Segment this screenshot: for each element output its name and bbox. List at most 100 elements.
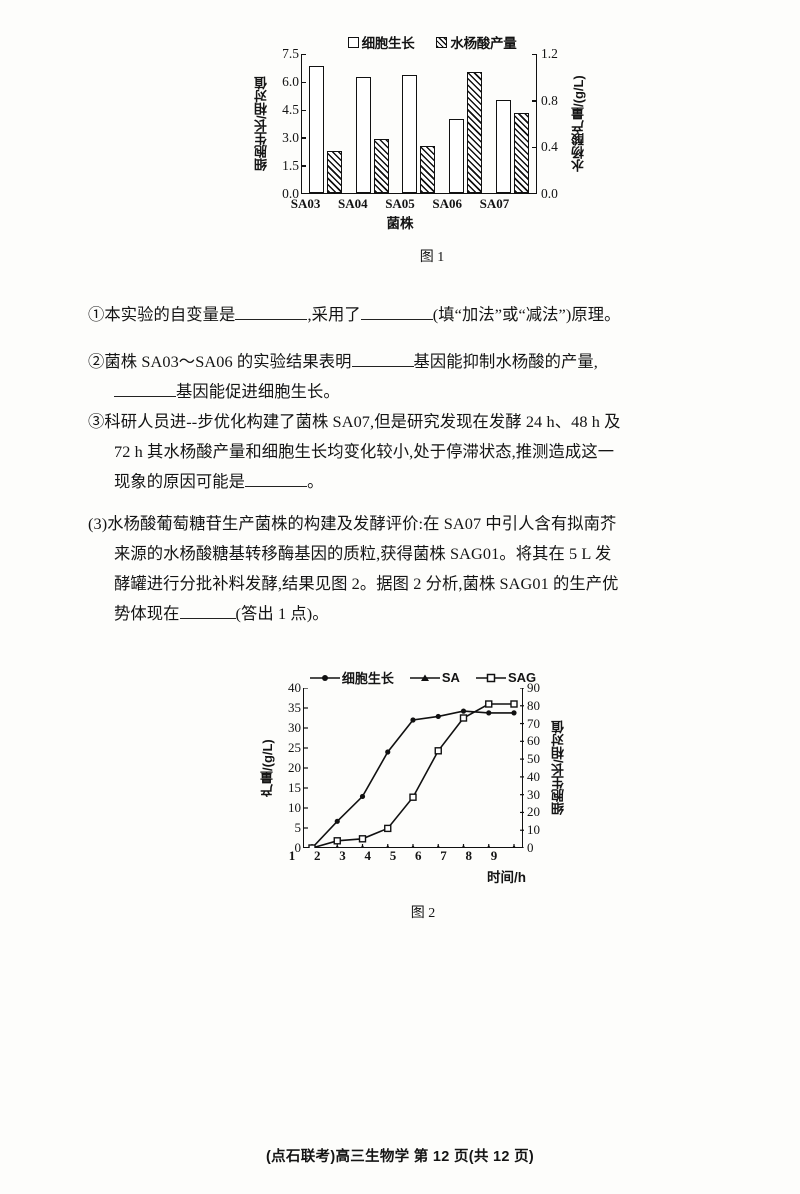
bar-sa-yield bbox=[326, 151, 342, 193]
data-point bbox=[510, 700, 518, 708]
legend-label: 水杨酸产量 bbox=[450, 36, 517, 51]
item3-text-c: 现象的原因可能是 bbox=[114, 471, 246, 491]
x-tick-label: 3 bbox=[339, 848, 346, 863]
figure-2-series-svg bbox=[304, 687, 524, 852]
question-body: ①本实验的自变量是 ,采用了 (填“加法”或“减法”)原理。 ②菌株 SA03～SA… bbox=[88, 284, 720, 629]
x-tick-label: 8 bbox=[465, 848, 473, 863]
x-tick-label: SA04 bbox=[337, 196, 368, 211]
figure-1-y-right-title: 水杨酸产量/(g/L) bbox=[571, 75, 586, 173]
series-line-SAG bbox=[311, 703, 514, 849]
data-point bbox=[334, 818, 340, 824]
question-item-2-cont: 基因能促进细胞生长。 bbox=[88, 377, 720, 407]
data-point bbox=[434, 747, 442, 755]
x-tick-label: SA07 bbox=[479, 196, 510, 211]
item2-text-b: 基因能抑制水杨酸的产量, bbox=[413, 351, 598, 371]
figure-2-y-left-ticks: 0 5 10 15 20 25 30 35 40 bbox=[277, 680, 303, 855]
bar-sa-yield bbox=[420, 146, 436, 193]
answer-blank[interactable] bbox=[245, 485, 308, 487]
bar-cell-growth bbox=[308, 66, 324, 193]
question-item-4: (3)水杨酸葡萄糖苷生产菌株的构建及发酵评价:在 SA07 中引人含有拟南芥 bbox=[88, 509, 720, 539]
question-item-3: ③科研人员进--步优化构建了菌株 SA07,但是研究发现在发酵 24 h、48 … bbox=[88, 407, 720, 437]
item2-text-a: ②菌株 SA03～SA06 的实验结果表明 bbox=[88, 351, 352, 371]
figure-1-x-title: 菌株 bbox=[386, 216, 414, 231]
ytick-right: 0 bbox=[527, 840, 534, 855]
ytick: 0.0 bbox=[282, 186, 299, 201]
x-tick-label: SA03 bbox=[290, 196, 321, 211]
bar-group bbox=[489, 99, 536, 193]
figure-2-y-right-title: 细胞生长/相对值 bbox=[551, 720, 566, 816]
answer-blank[interactable] bbox=[114, 395, 176, 397]
x-tick-label: SA06 bbox=[432, 196, 463, 211]
answer-blank[interactable] bbox=[179, 617, 236, 619]
ytick-right: 80 bbox=[527, 697, 540, 713]
answer-blank[interactable] bbox=[351, 365, 414, 367]
data-point bbox=[333, 837, 341, 845]
open-square-icon bbox=[347, 36, 359, 48]
item3-text-d: 。 bbox=[307, 471, 324, 491]
ytick-right: 60 bbox=[527, 733, 540, 749]
ytick-right: 90 bbox=[527, 680, 540, 695]
legend-label: 细胞生长 bbox=[341, 671, 394, 686]
question-item-3-line3: 现象的原因可能是 。 bbox=[88, 467, 720, 497]
ytick-right: 20 bbox=[527, 804, 540, 820]
legend-item-sa-yield: 水杨酸产量 bbox=[436, 32, 517, 52]
ytick: 4.5 bbox=[282, 102, 299, 117]
data-point bbox=[511, 710, 517, 716]
figure-1-y-left-ticks: 7.5 6.0 4.5 3.0 1.5 0.0 bbox=[271, 46, 301, 201]
item1-text-c: (填“加法”或“减法”)原理。 bbox=[432, 305, 621, 325]
ytick-right: 50 bbox=[527, 751, 540, 767]
question-item-2: ②菌株 SA03～SA06 的实验结果表明 基因能抑制水杨酸的产量, bbox=[88, 347, 720, 377]
x-tick-label: 4 bbox=[364, 848, 372, 863]
ytick-right: 0.0 bbox=[541, 186, 558, 201]
figure-2-caption: 图 2 bbox=[410, 906, 436, 921]
data-point bbox=[459, 714, 468, 722]
figure-2-x-title: 时间/h bbox=[487, 870, 526, 885]
figure-1-plot-row: 细胞生长/相对值 7.5 6.0 4.5 3.0 1.5 0.0 1.2 0.8 bbox=[252, 46, 612, 201]
data-point bbox=[385, 749, 391, 755]
question-item-4-line2: 来源的水杨酸糖基转移酶基因的质粒,获得菌株 SAG01。将其在 5 L 发 bbox=[88, 539, 720, 569]
bar-group bbox=[442, 71, 489, 193]
figure-1-y-right-ticks: 1.2 0.8 0.4 0.0 bbox=[537, 46, 569, 201]
bar-cell-growth bbox=[449, 119, 465, 193]
bar-cell-growth bbox=[402, 75, 418, 193]
ytick: 1.5 bbox=[282, 158, 299, 173]
answer-blank[interactable] bbox=[360, 319, 433, 321]
item1-text-a: ①本实验的自变量是 bbox=[88, 305, 236, 325]
bar-group bbox=[349, 77, 396, 193]
data-point bbox=[460, 708, 467, 714]
question-item-4-line4: 势体现在 (答出 1 点)。 bbox=[88, 599, 720, 629]
bar-group bbox=[302, 66, 349, 193]
bar-group bbox=[396, 75, 443, 193]
answer-blank[interactable] bbox=[235, 319, 308, 321]
data-point bbox=[384, 824, 392, 833]
data-point bbox=[359, 793, 366, 800]
open-square-line-icon bbox=[475, 673, 506, 683]
figure-2-y-left-title: 产量/(g/L) bbox=[260, 739, 275, 797]
figure-2: 细胞生长 SA SAG 产量/(g/L) 0 5 10 15 20 25 30 35 40 bbox=[258, 668, 588, 922]
figure-2-x-labels: 1 2 3 4 5 6 7 8 9 bbox=[284, 848, 504, 866]
item2-text-c: 基因能促进细胞生长。 bbox=[176, 381, 340, 401]
bar-cell-growth bbox=[496, 99, 512, 193]
x-tick-label: 1 bbox=[288, 848, 296, 863]
ytick: 3.0 bbox=[282, 130, 299, 145]
item3-text-b: 72 h 其水杨酸产量和细胞生长均变化较小,处于停滞状态,推测造成这一 bbox=[114, 441, 615, 461]
ytick: 10 bbox=[288, 800, 301, 815]
item4-text-e: (答出 1 点)。 bbox=[235, 603, 329, 623]
figure-2-y-right-ticks: 0 10 20 30 40 50 60 70 80 90 bbox=[523, 680, 549, 855]
item4-text-d: 势体现在 bbox=[114, 603, 180, 623]
ytick: 5 bbox=[294, 820, 302, 835]
figure-2-plot-area bbox=[303, 687, 524, 852]
figure-1-y-left-title: 细胞生长/相对值 bbox=[254, 76, 269, 172]
legend-item-cell-growth: 细胞生长 bbox=[309, 668, 394, 687]
x-tick-label: 6 bbox=[415, 848, 422, 863]
figure-1-x-labels: SA03 SA04 SA05 SA06 SA07 bbox=[282, 194, 518, 212]
ytick: 20 bbox=[288, 760, 301, 775]
ytick: 0 bbox=[294, 840, 302, 855]
legend-item-sag: SAG bbox=[475, 670, 536, 685]
bar-sa-yield bbox=[467, 71, 483, 193]
figure-2-plot-row: 产量/(g/L) 0 5 10 15 20 25 30 35 40 0 10 20 30 40 50 60 7… bbox=[258, 680, 588, 855]
x-tick-label: 5 bbox=[389, 848, 397, 863]
item4-text-a: (3)水杨酸葡萄糖苷生产菌株的构建及发酵评价:在 SA07 中引人含有拟南芥 bbox=[88, 513, 617, 533]
ytick: 15 bbox=[288, 780, 301, 795]
